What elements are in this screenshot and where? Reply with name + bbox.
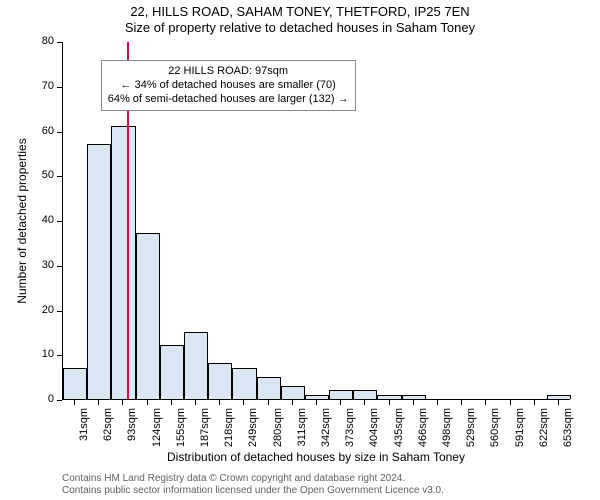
histogram-bar xyxy=(281,386,305,399)
y-tick-mark xyxy=(57,221,62,222)
x-tick-mark xyxy=(316,400,317,405)
histogram-bar xyxy=(257,377,281,399)
title-line-1: 22, HILLS ROAD, SAHAM TONEY, THETFORD, I… xyxy=(0,4,600,19)
x-tick-label: 404sqm xyxy=(368,408,380,456)
histogram-bar xyxy=(353,390,377,399)
x-tick-label: 498sqm xyxy=(441,408,453,456)
histogram-bar xyxy=(377,395,401,399)
title-line-2: Size of property relative to detached ho… xyxy=(0,20,600,35)
y-tick-mark xyxy=(57,42,62,43)
histogram-bar xyxy=(111,126,135,399)
annotation-box: 22 HILLS ROAD: 97sqm← 34% of detached ho… xyxy=(101,60,356,111)
histogram-bar xyxy=(232,368,256,399)
annotation-line: ← 34% of detached houses are smaller (70… xyxy=(108,78,349,92)
y-tick-label: 60 xyxy=(24,125,54,137)
x-tick-mark xyxy=(219,400,220,405)
histogram-bar xyxy=(160,345,184,399)
histogram-bar xyxy=(184,332,208,399)
x-tick-mark xyxy=(364,400,365,405)
histogram-bar xyxy=(208,363,232,399)
x-tick-mark xyxy=(389,400,390,405)
y-tick-label: 40 xyxy=(24,214,54,226)
annotation-line: 22 HILLS ROAD: 97sqm xyxy=(108,64,349,78)
histogram-bar xyxy=(305,395,329,399)
y-tick-label: 80 xyxy=(24,35,54,47)
x-tick-mark xyxy=(292,400,293,405)
x-tick-label: 249sqm xyxy=(247,408,259,456)
x-tick-mark xyxy=(243,400,244,405)
x-tick-label: 280sqm xyxy=(272,408,284,456)
histogram-bar xyxy=(329,390,353,399)
x-tick-label: 62sqm xyxy=(102,408,114,456)
x-tick-label: 155sqm xyxy=(175,408,187,456)
y-tick-mark xyxy=(57,87,62,88)
histogram-bar xyxy=(402,395,426,399)
y-tick-label: 10 xyxy=(24,348,54,360)
histogram-bar xyxy=(547,395,571,399)
x-tick-label: 31sqm xyxy=(78,408,90,456)
y-tick-mark xyxy=(57,311,62,312)
x-tick-label: 466sqm xyxy=(417,408,429,456)
x-tick-mark xyxy=(510,400,511,405)
y-tick-mark xyxy=(57,400,62,401)
y-tick-label: 50 xyxy=(24,169,54,181)
x-tick-label: 435sqm xyxy=(393,408,405,456)
footer-copyright-2: Contains public sector information licen… xyxy=(62,485,444,496)
x-tick-label: 93sqm xyxy=(126,408,138,456)
x-tick-label: 560sqm xyxy=(489,408,501,456)
x-tick-mark xyxy=(485,400,486,405)
histogram-bar xyxy=(136,233,160,399)
y-tick-mark xyxy=(57,266,62,267)
x-tick-label: 373sqm xyxy=(344,408,356,456)
y-tick-label: 70 xyxy=(24,80,54,92)
x-tick-label: 218sqm xyxy=(223,408,235,456)
y-tick-mark xyxy=(57,132,62,133)
x-tick-mark xyxy=(534,400,535,405)
figure-container: 22, HILLS ROAD, SAHAM TONEY, THETFORD, I… xyxy=(0,0,600,500)
x-tick-mark xyxy=(171,400,172,405)
y-tick-mark xyxy=(57,176,62,177)
x-tick-mark xyxy=(195,400,196,405)
x-tick-mark xyxy=(268,400,269,405)
x-tick-label: 653sqm xyxy=(562,408,574,456)
x-tick-mark xyxy=(461,400,462,405)
x-tick-mark xyxy=(413,400,414,405)
x-tick-mark xyxy=(437,400,438,405)
annotation-line: 64% of semi-detached houses are larger (… xyxy=(108,92,349,106)
histogram-bar xyxy=(63,368,87,399)
x-tick-label: 342sqm xyxy=(320,408,332,456)
x-tick-label: 187sqm xyxy=(199,408,211,456)
x-tick-label: 124sqm xyxy=(151,408,163,456)
x-tick-mark xyxy=(122,400,123,405)
histogram-bar xyxy=(87,144,111,399)
y-tick-label: 20 xyxy=(24,304,54,316)
x-tick-mark xyxy=(340,400,341,405)
x-tick-label: 311sqm xyxy=(296,408,308,456)
y-tick-mark xyxy=(57,355,62,356)
x-tick-mark xyxy=(74,400,75,405)
x-tick-mark xyxy=(147,400,148,405)
y-tick-label: 0 xyxy=(24,393,54,405)
y-tick-label: 30 xyxy=(24,259,54,271)
x-tick-mark xyxy=(98,400,99,405)
footer-copyright-1: Contains HM Land Registry data © Crown c… xyxy=(62,473,405,484)
x-tick-mark xyxy=(558,400,559,405)
x-tick-label: 529sqm xyxy=(465,408,477,456)
x-tick-label: 622sqm xyxy=(538,408,550,456)
x-tick-label: 591sqm xyxy=(514,408,526,456)
